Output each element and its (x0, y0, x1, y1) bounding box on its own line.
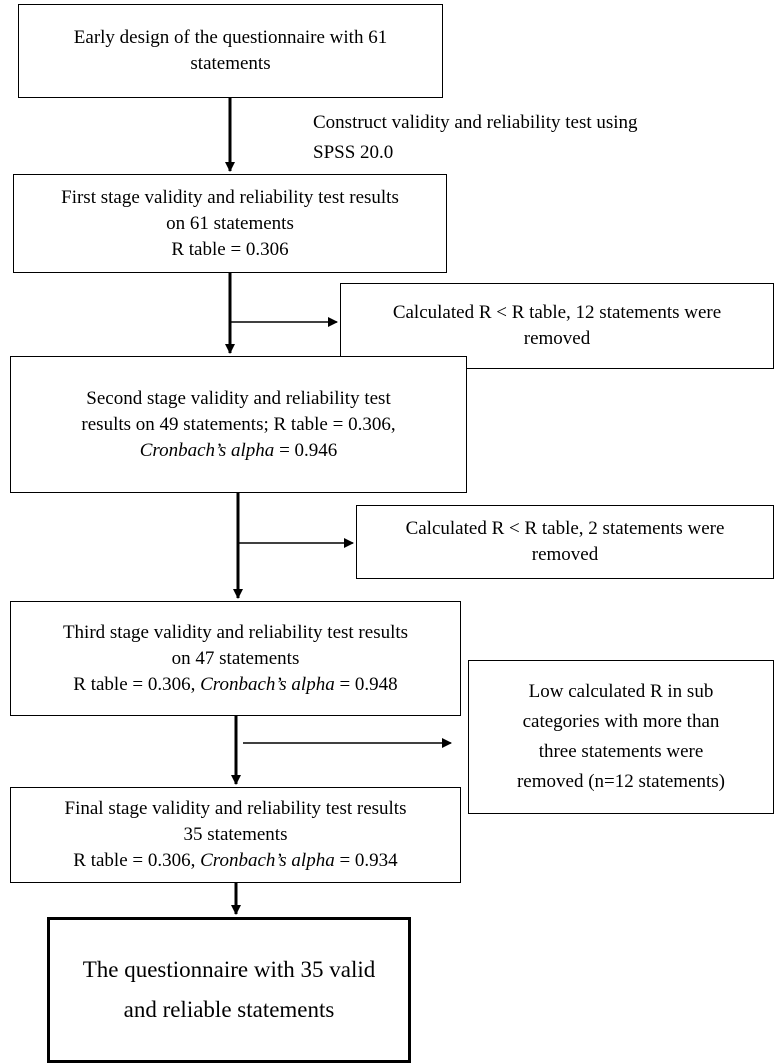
removed-2-line1: Calculated R < R table, 2 statements wer… (405, 518, 725, 539)
second-stage-line1: Second stage validity and reliability te… (86, 387, 391, 409)
third-stage-rtable: R table = 0.306, (73, 673, 201, 695)
early-design-line1: Early design of the questionnaire with 6… (73, 27, 388, 48)
final-result-line1: The questionnaire with 35 valid (82, 957, 376, 982)
early-design-box: Early design of the questionnaire with 6… (18, 4, 443, 98)
final-stage-line3: R table = 0.306, Cronbach’s alpha = 0.93… (73, 848, 397, 874)
removed-subcat-line3: three statements were (538, 741, 704, 762)
removed-subcat-line4: removed (n=12 statements) (516, 771, 726, 792)
third-stage-line1: Third stage validity and reliability tes… (62, 621, 409, 643)
removed-subcat-line2: categories with more than (522, 711, 720, 732)
construct-note-line1: Construct validity and reliability test … (313, 112, 638, 133)
first-stage-line1: First stage validity and reliability tes… (61, 186, 399, 208)
second-stage-cronbach-label: Cronbach’s alpha (139, 439, 275, 461)
removed-12-line1: Calculated R < R table, 12 statements we… (392, 302, 722, 323)
second-stage-line2: results on 49 statements; R table = 0.30… (81, 413, 396, 435)
third-stage-cronbach-value: = 0.948 (334, 673, 398, 695)
construct-note-line2: SPSS 20.0 (313, 142, 394, 163)
removed-2-box: Calculated R < R table, 2 statements wer… (356, 505, 774, 579)
final-stage-rtable: R table = 0.306, (73, 850, 201, 871)
first-stage-box: First stage validity and reliability tes… (13, 174, 447, 273)
construct-validity-note: Construct validity and reliability test … (313, 108, 638, 168)
final-stage-line1: Final stage validity and reliability tes… (64, 798, 407, 819)
second-stage-cronbach-value: = 0.946 (274, 439, 338, 461)
third-stage-line3: R table = 0.306, Cronbach’s alpha = 0.94… (73, 672, 397, 698)
final-stage-cronbach-value: = 0.934 (334, 850, 398, 871)
removed-subcat-line1: Low calculated R in sub (528, 681, 714, 702)
final-stage-line2: 35 statements (183, 824, 288, 845)
final-stage-cronbach-label: Cronbach’s alpha (200, 850, 335, 871)
third-stage-cronbach-label: Cronbach’s alpha (200, 673, 335, 695)
final-stage-main: Final stage validity and reliability tes… (10, 787, 461, 883)
final-result-line2: and reliable statements (123, 997, 335, 1022)
removed-subcategory-box: Low calculated R in sub categories with … (468, 660, 774, 814)
second-stage-line3: Cronbach’s alpha = 0.946 (140, 438, 338, 464)
first-stage-line3: R table = 0.306 (171, 238, 289, 260)
early-design-line2: statements (190, 53, 271, 74)
third-stage-line2: on 47 statements (171, 647, 300, 669)
removed-12-line2: removed (523, 328, 591, 349)
third-stage-box: Third stage validity and reliability tes… (10, 601, 461, 716)
final-result-box: The questionnaire with 35 valid and reli… (47, 917, 411, 1063)
first-stage-line2: on 61 statements (166, 212, 294, 234)
removed-2-line2: removed (531, 544, 599, 565)
removed-12-box: Calculated R < R table, 12 statements we… (340, 283, 774, 369)
second-stage-box: Second stage validity and reliability te… (10, 356, 467, 493)
